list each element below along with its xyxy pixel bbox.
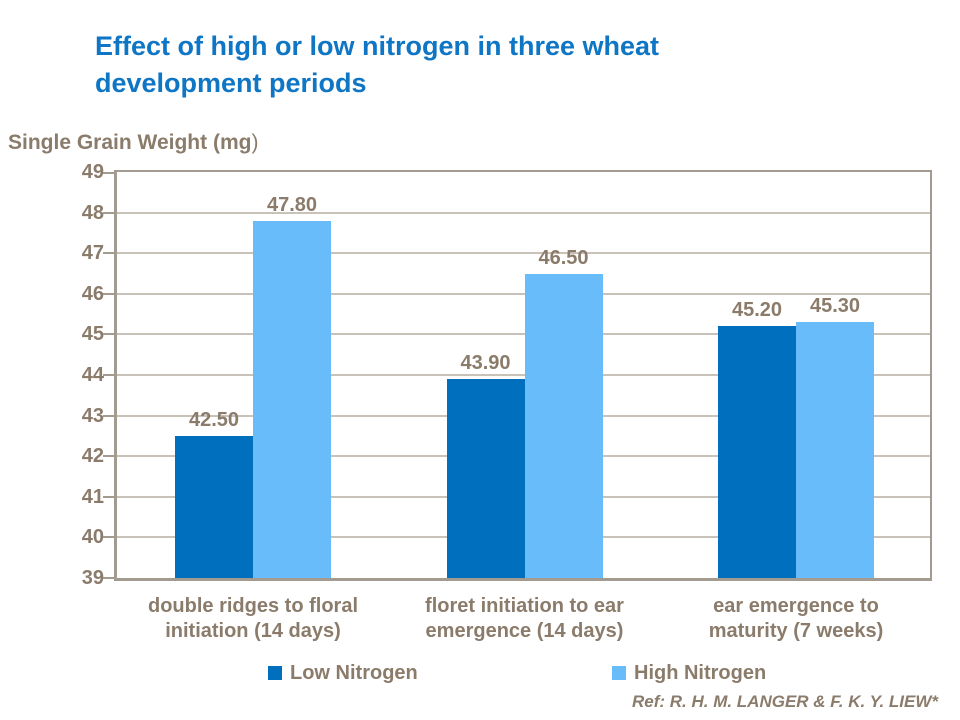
chart-title-line-2: development periods [95,68,367,98]
data-label-high-nitrogen-2: 45.30 [809,295,861,318]
plot-area: 42.50 47.80 43.90 46.50 45.20 45.30 [114,170,932,581]
x-axis-label-1: floret initiation to ear emergence (14 da… [375,594,675,644]
x-axis-label-0-line: initiation (14 days) [165,620,341,642]
x-axis-label-0-line: double ridges to floral [147,595,358,617]
y-axis-title-text: Single Grain Weight (mg [8,131,252,154]
y-tick-49 [103,172,114,174]
gridline-46 [117,292,930,295]
gridline-44 [117,374,930,376]
y-tick-label-41: 41 [81,485,104,508]
bar-high-nitrogen-2 [796,322,874,578]
gridline-48 [117,211,930,214]
data-label-high-nitrogen-0: 47.80 [266,193,318,216]
y-tick-46 [103,292,114,295]
y-tick-40 [103,536,114,539]
x-axis-label-2: ear emergence to maturity (7 weeks) [646,594,946,644]
y-tick-47 [103,252,114,255]
y-tick-label-49: 49 [81,161,104,183]
y-axis-title-paren: ) [251,131,259,154]
y-tick-label-40: 40 [81,526,104,549]
gridline-45 [117,333,930,336]
y-tick-label-42: 42 [81,445,104,468]
bar-low-nitrogen-1 [446,379,525,578]
bar-low-nitrogen-0 [175,435,253,578]
y-axis-ticks [103,172,114,580]
y-tick-label-43: 43 [81,404,104,427]
data-label-high-nitrogen-1: 46.50 [538,246,589,269]
x-axis-label-1-line: floret initiation to ear [425,595,624,617]
y-tick-label-44: 44 [81,364,104,386]
y-tick-label-45: 45 [81,323,104,346]
bar-high-nitrogen-1 [524,273,603,578]
legend-swatch-icon [268,666,282,680]
y-tick-44 [103,374,114,376]
x-axis-label-1-line: emergence (14 days) [425,620,624,642]
y-tick-39 [103,577,114,579]
y-tick-label-48: 48 [81,201,104,224]
y-tick-48 [103,211,114,214]
y-axis-labels: 39 40 41 42 43 44 45 46 47 48 49 [46,161,104,589]
reference-note: Ref: R. H. M. LANGER & F. K. Y. LIEW* [631,692,938,711]
y-tick-label-39: 39 [81,567,104,589]
y-tick-label-46: 46 [81,282,104,305]
legend-label: Low Nitrogen [290,662,418,684]
y-tick-42 [103,455,114,458]
y-axis-title: Single Grain Weight (mg) [8,131,258,155]
legend-swatch-icon [612,666,626,680]
x-axis-label-0: double ridges to floral initiation (14 da… [103,594,403,644]
y-tick-45 [103,333,114,336]
bar-low-nitrogen-2 [718,326,796,578]
data-label-low-nitrogen-0: 42.50 [188,408,240,431]
gridline-47 [117,252,930,255]
legend-label: High Nitrogen [634,662,767,684]
legend-item-low-nitrogen: Low Nitrogen [268,660,418,686]
data-label-low-nitrogen-2: 45.20 [731,299,783,322]
y-tick-43 [103,414,114,417]
x-axis-label-2-line: ear emergence to [713,595,879,617]
y-tick-label-47: 47 [81,242,104,265]
bar-high-nitrogen-0 [253,220,331,578]
x-axis-label-2-line: maturity (7 weeks) [708,620,884,642]
y-tick-41 [103,495,114,498]
legend-item-high-nitrogen: High Nitrogen [612,660,766,686]
chart-title-line-1: Effect of high or low nitrogen in three … [95,31,660,61]
chart-title: Effect of high or low nitrogen in three … [95,28,825,102]
data-label-low-nitrogen-1: 43.90 [460,352,511,375]
